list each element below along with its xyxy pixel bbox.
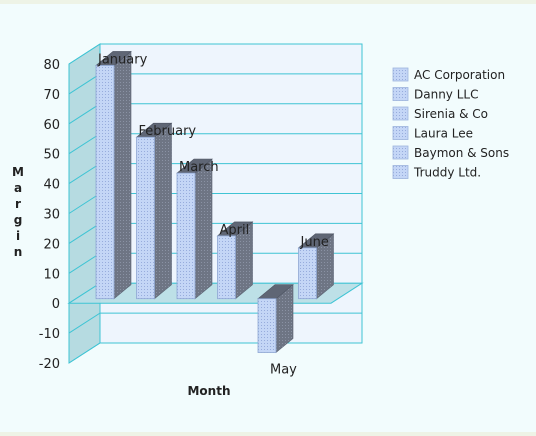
legend-swatch xyxy=(392,145,409,160)
bar-side xyxy=(194,158,213,300)
y-tick-label: 20 xyxy=(43,237,60,252)
y-tick-label: -10 xyxy=(39,327,60,342)
y-tick-label: 10 xyxy=(43,267,60,282)
y-tick-label: -20 xyxy=(39,357,60,372)
legend-label: Baymon & Sons xyxy=(414,146,509,160)
bar-front xyxy=(95,65,115,300)
bars xyxy=(95,50,335,354)
bar-april xyxy=(216,221,254,300)
bar-chart: 80 70 60 50 40 30 20 10 0 -10 -20 January February M… xyxy=(12,43,509,398)
legend-swatch xyxy=(392,126,409,140)
legend-swatch xyxy=(392,165,409,179)
y-tick-label: 60 xyxy=(43,118,60,133)
category-label: February xyxy=(139,124,197,139)
category-labels: January February March April May June xyxy=(97,52,329,377)
legend-swatch xyxy=(392,87,409,101)
legend: AC Corporation Danny LLC Sirenia & Co Laura… xyxy=(392,67,509,180)
legend-swatch xyxy=(392,106,409,121)
y-axis-title-letter: r xyxy=(15,197,21,211)
y-axis-title-letter: g xyxy=(14,213,23,227)
legend-label: Truddy Ltd. xyxy=(413,166,481,180)
y-axis-title-letter: a xyxy=(14,181,22,195)
legend-label: Laura Lee xyxy=(414,127,473,141)
bar-may xyxy=(257,284,294,354)
bar-march xyxy=(176,158,213,300)
y-axis-title-letter: n xyxy=(14,245,23,259)
bar-june xyxy=(297,233,335,300)
chart-panel: 80 70 60 50 40 30 20 10 0 -10 -20 January February M… xyxy=(0,4,536,432)
bar-side xyxy=(154,122,172,300)
y-axis-title-letter: i xyxy=(16,229,20,243)
category-label: May xyxy=(270,363,297,378)
bar-front xyxy=(136,136,155,300)
y-axis-title-letter: M xyxy=(12,165,24,179)
y-tick-label: 40 xyxy=(43,178,60,193)
category-label: April xyxy=(220,223,250,238)
x-axis-title: Month xyxy=(187,384,230,398)
y-tick-label: 30 xyxy=(43,208,60,223)
gridline xyxy=(68,43,362,65)
y-tick-label: 70 xyxy=(43,88,60,103)
y-tick-label: 80 xyxy=(43,58,60,73)
bar-front xyxy=(298,247,317,300)
category-label: March xyxy=(179,160,219,175)
bar-february xyxy=(135,122,173,300)
category-label: January xyxy=(97,52,148,67)
bar-front xyxy=(176,172,196,300)
category-label: June xyxy=(300,235,329,250)
y-tick-label: 0 xyxy=(52,297,60,312)
bar-january xyxy=(95,50,132,300)
bar-side xyxy=(113,50,132,300)
legend-swatch xyxy=(392,67,409,82)
gridline xyxy=(68,342,362,364)
legend-label: Sirenia & Co xyxy=(414,107,488,121)
legend-label: AC Corporation xyxy=(414,68,505,82)
bar-front xyxy=(257,298,277,353)
y-axis-ticks: 80 70 60 50 40 30 20 10 0 -10 -20 xyxy=(39,58,60,372)
bar-front xyxy=(217,235,236,300)
legend-label: Danny LLC xyxy=(414,88,478,102)
y-tick-label: 50 xyxy=(43,148,60,163)
